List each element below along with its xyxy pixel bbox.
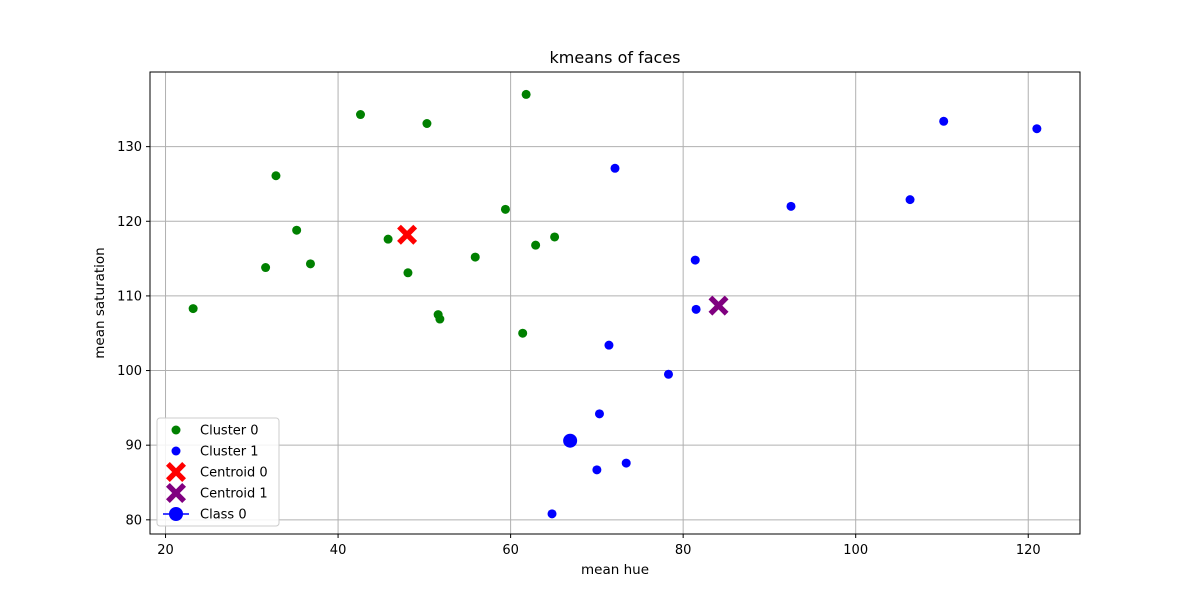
data-point <box>547 509 557 519</box>
data-point <box>691 304 701 314</box>
data-point <box>604 340 614 350</box>
series-1 <box>547 116 1042 519</box>
legend-marker <box>171 446 181 456</box>
data-point <box>939 116 949 126</box>
data-point <box>621 458 631 468</box>
legend-label: Cluster 0 <box>200 424 259 439</box>
legend-label: Cluster 1 <box>200 445 259 460</box>
class-marker <box>563 433 578 448</box>
series-2 <box>397 224 418 245</box>
legend-label: Centroid 0 <box>200 466 268 481</box>
data-point <box>518 328 528 338</box>
data-point <box>500 204 510 214</box>
data-point <box>663 369 673 379</box>
legend: Cluster 0 Cluster 1 Centroid 0 Centroid 1 C… <box>156 417 280 527</box>
plot-frame <box>149 71 1081 535</box>
centroid-marker <box>708 295 729 316</box>
series-4 <box>563 433 578 448</box>
data-point <box>1032 124 1042 134</box>
data-point <box>188 304 198 314</box>
y-tick-label: 130 <box>117 140 142 155</box>
x-tick-label: 100 <box>843 543 868 558</box>
axis-ticks: 20 40 60 80 100 120 80 90 100 110 120 130 <box>117 140 1040 558</box>
y-axis-label: mean saturation <box>92 247 108 358</box>
y-tick-label: 100 <box>117 364 142 379</box>
grid <box>150 72 1080 534</box>
legend-marker <box>166 483 186 503</box>
data-point <box>786 201 796 211</box>
x-tick-label: 40 <box>330 543 347 558</box>
x-tick-label: 20 <box>157 543 174 558</box>
data-point <box>292 225 302 235</box>
data-point <box>594 409 604 419</box>
data-point <box>592 465 602 475</box>
x-tick-label: 60 <box>502 543 519 558</box>
data-point <box>356 110 366 120</box>
centroid-marker <box>397 224 418 245</box>
data-point <box>403 268 413 278</box>
y-tick-label: 110 <box>117 289 142 304</box>
data-point <box>271 171 281 181</box>
y-tick-label: 90 <box>125 439 142 454</box>
x-tick-label: 120 <box>1016 543 1041 558</box>
data-point <box>905 195 915 205</box>
chart-title: kmeans of faces <box>550 48 681 67</box>
legend-marker <box>171 425 181 435</box>
data-point <box>531 240 541 250</box>
data-points <box>188 89 1042 519</box>
data-point <box>261 263 271 273</box>
legend-box <box>156 417 280 527</box>
data-point <box>610 163 620 173</box>
legend-marker <box>166 462 186 482</box>
data-point <box>305 259 315 269</box>
legend-label: Centroid 1 <box>200 487 268 502</box>
series-3 <box>708 295 729 316</box>
data-point <box>435 314 445 324</box>
x-axis-label: mean hue <box>581 562 649 578</box>
y-tick-label: 80 <box>125 513 142 528</box>
data-point <box>690 255 700 265</box>
series-0 <box>188 89 560 338</box>
legend-label: Class 0 <box>200 508 247 523</box>
data-point <box>521 89 531 99</box>
data-point <box>422 118 432 128</box>
data-point <box>383 234 393 244</box>
data-point <box>550 232 560 242</box>
data-point <box>470 252 480 262</box>
x-tick-label: 80 <box>675 543 692 558</box>
legend-marker <box>169 507 183 521</box>
y-tick-label: 120 <box>117 215 142 230</box>
